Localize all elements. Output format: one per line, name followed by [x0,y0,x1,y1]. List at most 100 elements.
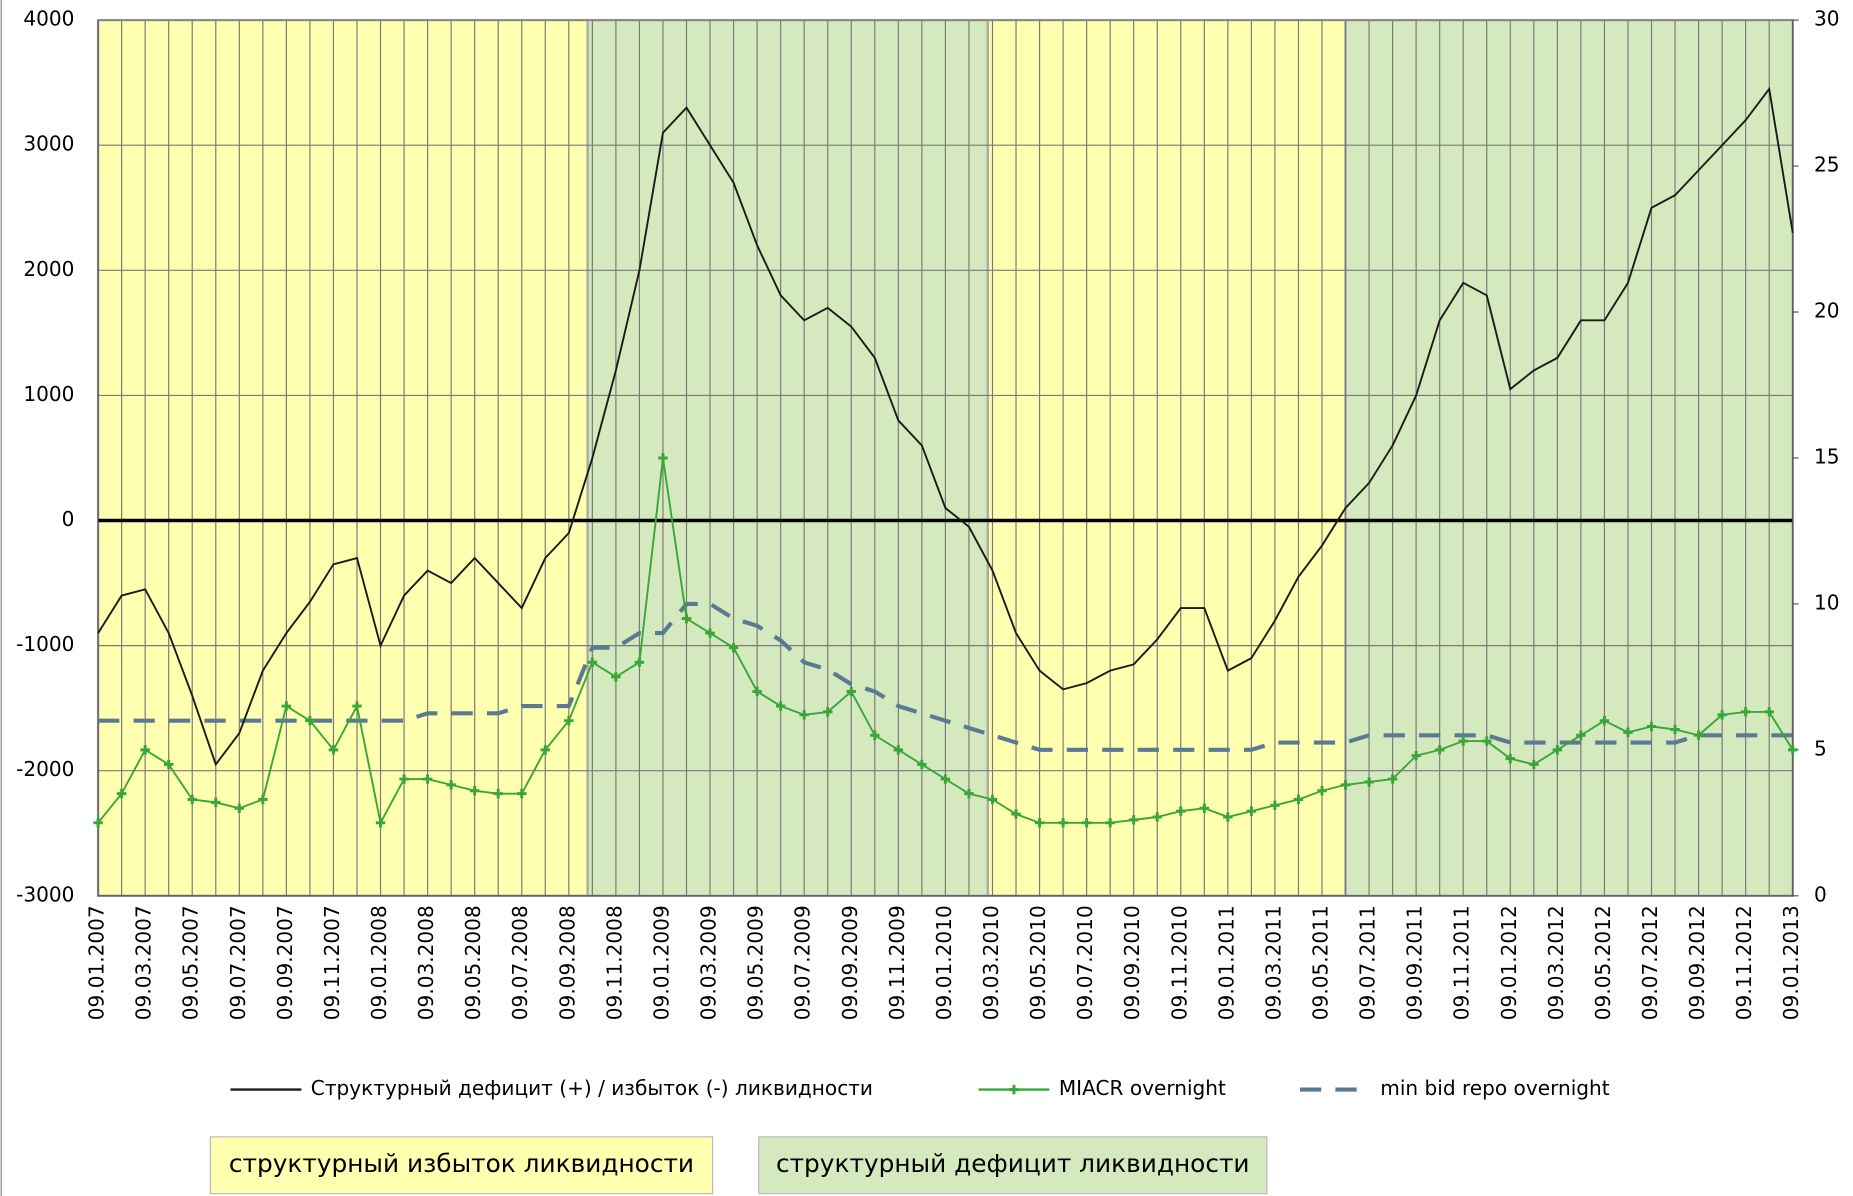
series-line [97,86,1794,767]
x-tick-label: 09.07.2010 [1073,905,1097,1020]
marker [1646,721,1657,732]
marker [328,745,339,755]
x-tick-label: 09.09.2007 [273,905,297,1020]
region [586,18,989,897]
marker [517,788,527,799]
marker [893,745,904,755]
region [986,18,1347,897]
y2-tick-label: 20 [1814,299,1840,323]
x-tick-label: 09.07.2008 [508,905,532,1020]
marker [1011,809,1021,819]
marker [422,774,433,784]
marker [987,794,998,805]
x-tick-label: 09.09.2008 [555,905,579,1020]
x-tick-label: 09.01.2012 [1497,905,1521,1020]
region [1344,18,1794,897]
x-tick-label: 09.01.2008 [367,905,391,1020]
marker [399,774,409,784]
marker [540,745,551,755]
x-tick-label: 09.05.2007 [179,905,203,1020]
marker [93,818,103,828]
x-tick-label: 09.03.2008 [414,905,438,1020]
marker [1081,818,1092,828]
x-tick-label: 09.03.2011 [1261,905,1285,1020]
marker [375,818,386,828]
marker [681,613,692,624]
marker [258,794,268,805]
x-tick-label: 09.11.2008 [602,905,626,1020]
marker [1740,707,1751,717]
marker [846,686,856,697]
x-tick-label: 09.03.2010 [979,905,1003,1020]
marker [1717,710,1727,720]
region-legend-label: структурный дефицит ликвидности [776,1149,1250,1178]
y-tick-label: -2000 [16,757,74,781]
marker [1623,727,1633,738]
marker [587,657,598,668]
x-tick-label: 09.11.2007 [320,905,344,1020]
marker [305,715,315,726]
marker [352,701,362,711]
marker [1340,780,1351,790]
y2-tick-label: 5 [1814,736,1827,760]
marker [469,785,480,796]
marker [1411,750,1421,761]
x-tick-label: 09.05.2008 [461,905,485,1020]
y2-tick-label: 15 [1814,444,1840,468]
marker [1293,794,1304,805]
marker [1482,736,1492,746]
marker [611,672,621,682]
marker [1552,745,1563,755]
x-tick-label: 09.09.2012 [1685,905,1709,1020]
marker [211,797,221,808]
region-legend-box [758,1136,1268,1195]
x-tick-label: 09.05.2009 [744,905,768,1020]
marker [234,803,245,813]
marker [1058,818,1068,828]
marker [752,686,762,697]
marker [964,788,974,799]
region-legend-label: структурный избыток ликвидности [229,1149,694,1178]
x-tick-label: 09.07.2009 [791,905,815,1020]
marker [1599,715,1610,726]
y-tick-label: 2000 [23,257,74,281]
marker [1788,745,1798,755]
x-tick-label: 09.03.2007 [132,905,156,1020]
marker [799,710,809,720]
marker [658,453,668,463]
marker [1434,745,1445,755]
marker [1387,774,1398,784]
marker [1176,806,1186,816]
marker [870,730,880,740]
marker [1105,818,1115,828]
marker [1152,812,1162,822]
region-legend-box [209,1136,714,1195]
marker [917,759,927,770]
y-tick-label: -3000 [16,882,74,906]
marker [1270,800,1280,811]
x-tick-label: 09.11.2009 [885,905,909,1020]
legend-label: min bid repo overnight [1380,1076,1609,1100]
x-tick-label: 09.01.2009 [649,905,673,1020]
marker [1223,812,1233,822]
marker [163,759,174,770]
y2-tick-label: 0 [1814,882,1827,906]
region [96,18,589,897]
legend-label: Структурный дефицит (+) / избыток (-) ли… [311,1076,873,1100]
y-tick-label: 0 [62,507,75,531]
marker [1199,803,1210,813]
marker [493,788,503,799]
y2-tick-label: 10 [1814,590,1840,614]
marker [281,701,292,711]
x-tick-label: 09.07.2007 [226,905,250,1020]
x-tick-label: 09.09.2009 [838,905,862,1020]
marker [1529,759,1539,770]
legend-label: MIACR overnight [1059,1076,1226,1100]
x-tick-label: 09.07.2012 [1638,905,1662,1020]
series-line [98,601,1793,752]
y2-tick-label: 25 [1814,153,1840,177]
marker [634,657,645,668]
marker [1670,724,1680,735]
marker [446,780,456,790]
